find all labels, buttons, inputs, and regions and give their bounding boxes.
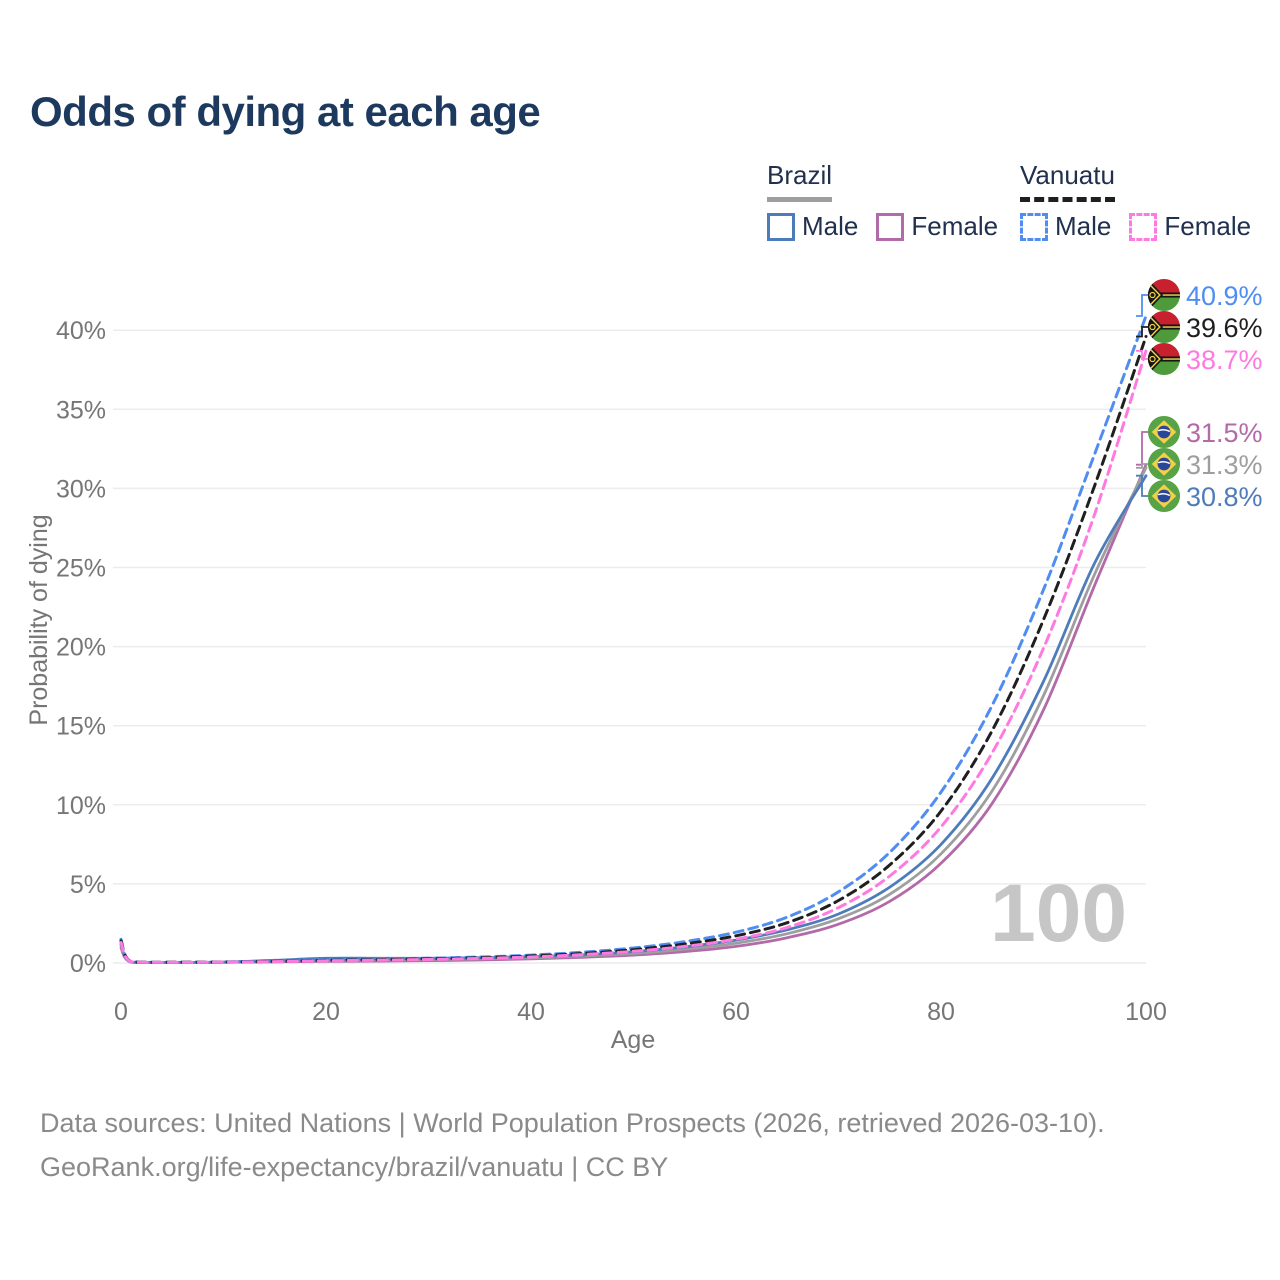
y-axis-title: Probability of dying [25, 514, 53, 725]
end-label-brazil-female: 31.5% [1186, 418, 1263, 448]
vanuatu-flag-icon [1146, 278, 1181, 312]
legend-item-brazil-female[interactable]: Female [876, 211, 998, 242]
page-title: Odds of dying at each age [30, 88, 541, 135]
x-tick-label: 100 [1125, 998, 1167, 1026]
legend-country-brazil: Brazil [767, 160, 833, 202]
end-label-connector [1136, 474, 1148, 497]
x-tick-label: 80 [927, 998, 955, 1026]
end-label-connector [1136, 349, 1148, 360]
legend-item-brazil-male[interactable]: Male [767, 211, 858, 242]
x-tick-label: 20 [312, 998, 340, 1026]
vanuatu-male-swatch-icon [1020, 212, 1048, 241]
y-tick-label: 20% [56, 634, 106, 662]
y-tick-label: 30% [56, 475, 106, 503]
brazil-flag-icon [1147, 447, 1181, 481]
legend-group-vanuatu: Vanuatu Male Female [1020, 160, 1251, 242]
gridlines-and-ticks: 0% 5% 10% 15% 20% 25% 30% 35% 40% 0 20 40 60 80 100 [56, 317, 1167, 1026]
vanuatu-flag-icon [1146, 342, 1181, 376]
brazil-flag-icon [1147, 479, 1181, 513]
vanuatu-female-swatch-icon [1129, 212, 1158, 241]
y-tick-label: 25% [56, 555, 106, 583]
legend-label-brazil-female: Female [911, 211, 999, 241]
end-label-brazil-male: 30.8% [1186, 482, 1263, 512]
y-tick-label: 35% [56, 396, 106, 424]
end-label-connector [1136, 463, 1148, 469]
brazil-male-swatch-icon [767, 212, 795, 241]
end-label-vanuatu-female: 38.7% [1186, 345, 1263, 375]
legend-group-brazil: Brazil Male Female [767, 160, 998, 242]
end-label-vanuatu-male: 40.9% [1186, 281, 1263, 311]
y-tick-label: 40% [56, 317, 106, 345]
x-tick-label: 40 [517, 998, 545, 1026]
y-tick-label: 0% [70, 950, 106, 978]
legend-country-vanuatu: Vanuatu [1020, 160, 1115, 202]
footer-attribution: GeoRank.org/life-expectancy/brazil/vanua… [40, 1151, 669, 1182]
end-label-connector [1136, 294, 1148, 317]
curve-vanuatu-female[interactable] [119, 349, 1148, 964]
vanuatu-flag-icon [1146, 310, 1181, 344]
curve-vanuatu-male[interactable] [119, 314, 1148, 964]
end-label-connector [1136, 431, 1148, 466]
legend-label-vanuatu-female: Female [1164, 211, 1252, 241]
legend-label-vanuatu-male: Male [1055, 211, 1112, 241]
x-tick-label: 0 [114, 998, 128, 1026]
x-axis-title: Age [611, 1026, 655, 1054]
y-tick-label: 10% [56, 792, 106, 820]
legend-item-vanuatu-female[interactable]: Female [1129, 211, 1251, 242]
age-watermark: 100 [990, 868, 1127, 959]
curves [119, 314, 1148, 964]
end-labels: 40.9%39.6%38.7% 31.5%31.3%30.8% [1136, 278, 1263, 513]
brazil-female-swatch-icon [876, 212, 905, 241]
x-tick-label: 60 [722, 998, 750, 1026]
y-tick-label: 5% [70, 871, 106, 899]
end-label-brazil-both: 31.3% [1186, 450, 1263, 480]
footer: Data sources: United Nations | World Pop… [40, 1102, 1105, 1189]
end-label-connector [1136, 326, 1148, 338]
brazil-flag-icon [1147, 415, 1181, 449]
end-label-vanuatu-both: 39.6% [1186, 313, 1263, 343]
y-tick-label: 15% [56, 713, 106, 741]
legend-label-brazil-male: Male [802, 211, 859, 241]
legend-item-vanuatu-male[interactable]: Male [1020, 211, 1111, 242]
footer-data-sources: Data sources: United Nations | World Pop… [40, 1108, 1105, 1138]
